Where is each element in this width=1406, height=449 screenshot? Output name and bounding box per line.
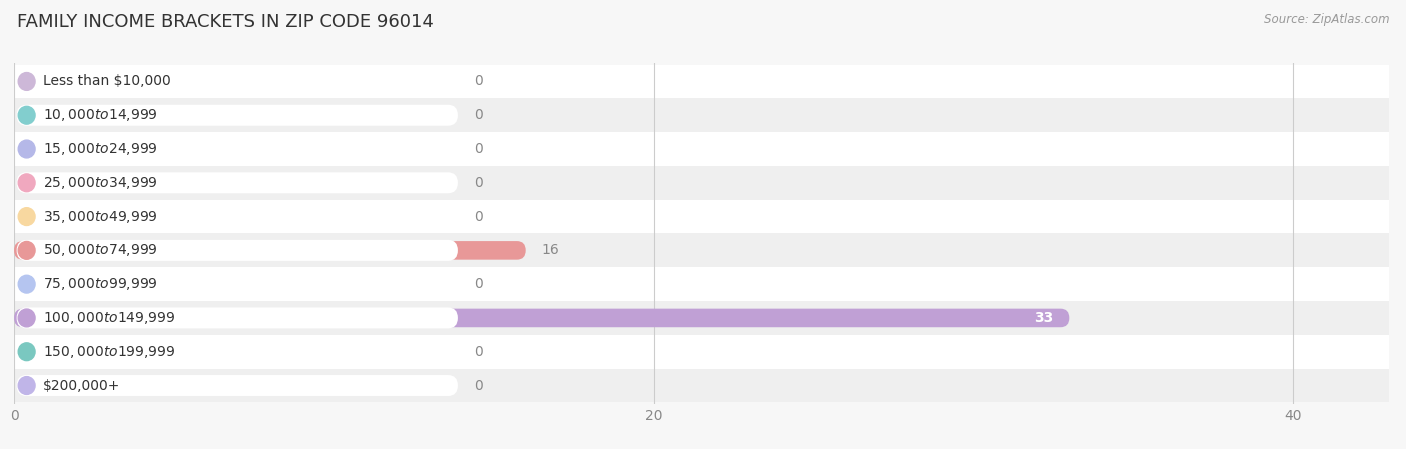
Text: Less than $10,000: Less than $10,000 — [44, 75, 170, 88]
Text: 0: 0 — [475, 345, 484, 359]
Circle shape — [18, 208, 35, 225]
FancyBboxPatch shape — [14, 233, 1389, 267]
Circle shape — [18, 309, 35, 327]
Circle shape — [18, 275, 35, 293]
Text: $25,000 to $34,999: $25,000 to $34,999 — [44, 175, 157, 191]
Text: 16: 16 — [541, 243, 560, 257]
FancyBboxPatch shape — [14, 166, 1389, 200]
Text: 0: 0 — [475, 176, 484, 190]
FancyBboxPatch shape — [17, 274, 458, 295]
FancyBboxPatch shape — [14, 132, 1389, 166]
FancyBboxPatch shape — [17, 375, 458, 396]
FancyBboxPatch shape — [14, 65, 1389, 98]
Text: 0: 0 — [475, 379, 484, 392]
Text: 0: 0 — [475, 108, 484, 122]
FancyBboxPatch shape — [17, 308, 458, 328]
FancyBboxPatch shape — [14, 98, 1389, 132]
Text: $35,000 to $49,999: $35,000 to $49,999 — [44, 209, 157, 224]
Text: $75,000 to $99,999: $75,000 to $99,999 — [44, 276, 157, 292]
Text: 0: 0 — [475, 142, 484, 156]
Text: FAMILY INCOME BRACKETS IN ZIP CODE 96014: FAMILY INCOME BRACKETS IN ZIP CODE 96014 — [17, 13, 433, 31]
FancyBboxPatch shape — [14, 369, 1389, 402]
Text: 0: 0 — [475, 75, 484, 88]
Text: 0: 0 — [475, 277, 484, 291]
FancyBboxPatch shape — [17, 105, 458, 126]
FancyBboxPatch shape — [17, 139, 458, 159]
Circle shape — [18, 73, 35, 90]
FancyBboxPatch shape — [14, 301, 1389, 335]
Text: 33: 33 — [1033, 311, 1053, 325]
Text: $50,000 to $74,999: $50,000 to $74,999 — [44, 242, 157, 258]
Text: $150,000 to $199,999: $150,000 to $199,999 — [44, 344, 176, 360]
Circle shape — [18, 140, 35, 158]
Text: 0: 0 — [475, 210, 484, 224]
Text: $200,000+: $200,000+ — [44, 379, 121, 392]
Text: $100,000 to $149,999: $100,000 to $149,999 — [44, 310, 176, 326]
Circle shape — [18, 242, 35, 259]
FancyBboxPatch shape — [17, 71, 458, 92]
Circle shape — [18, 377, 35, 394]
FancyBboxPatch shape — [14, 308, 1070, 327]
FancyBboxPatch shape — [17, 240, 458, 261]
Circle shape — [18, 106, 35, 124]
Text: $10,000 to $14,999: $10,000 to $14,999 — [44, 107, 157, 123]
FancyBboxPatch shape — [14, 267, 1389, 301]
FancyBboxPatch shape — [17, 206, 458, 227]
Circle shape — [18, 174, 35, 192]
FancyBboxPatch shape — [17, 341, 458, 362]
FancyBboxPatch shape — [17, 172, 458, 193]
FancyBboxPatch shape — [14, 335, 1389, 369]
FancyBboxPatch shape — [14, 241, 526, 260]
Text: Source: ZipAtlas.com: Source: ZipAtlas.com — [1264, 13, 1389, 26]
Text: $15,000 to $24,999: $15,000 to $24,999 — [44, 141, 157, 157]
FancyBboxPatch shape — [14, 200, 1389, 233]
Circle shape — [18, 343, 35, 361]
